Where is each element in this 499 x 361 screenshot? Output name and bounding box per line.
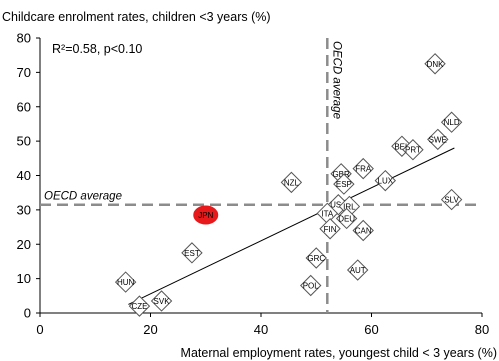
point-label: NLD: [444, 118, 460, 127]
y-tick-label: 40: [17, 168, 31, 183]
x-axis-title: Maternal employment rates, youngest chil…: [181, 346, 497, 360]
point-label: LUX: [378, 177, 394, 186]
y-tick-label: 60: [17, 99, 31, 114]
data-point-grc: [305, 247, 327, 269]
point-label: BEL: [394, 142, 410, 151]
highlight-point-jpn: [193, 205, 219, 225]
point-label: AUT: [350, 266, 366, 275]
point-label: DEU: [338, 214, 355, 223]
point-label: IRL: [343, 202, 356, 211]
data-point-deu: [335, 207, 358, 230]
y-axis-title: Childcare enrolment rates, children <3 y…: [2, 10, 271, 24]
data-point-svk: [150, 290, 173, 312]
data-point-lux: [374, 169, 397, 192]
point-label: FIN: [324, 225, 337, 234]
y-tick-label: 50: [17, 134, 31, 149]
point-label: CAN: [355, 227, 372, 236]
point-label: HUN: [117, 278, 135, 287]
data-point-est: [181, 242, 203, 264]
point-label: DNK: [427, 60, 445, 69]
data-point-pol: [300, 274, 322, 297]
point-label: ESP: [336, 180, 352, 189]
point-label: SVK: [154, 297, 171, 306]
oecd-average-vertical-label: OECD average: [330, 41, 342, 119]
data-point-slv: [440, 188, 463, 211]
fit-annotation: R²=0.58, p<0.10: [52, 42, 142, 56]
data-point-aut: [346, 259, 369, 281]
point-label: GBR: [332, 170, 350, 179]
data-point-can: [352, 219, 374, 242]
data-point-cze: [128, 295, 151, 317]
data-point-prt: [402, 139, 424, 161]
x-tick-label: 80: [475, 322, 489, 337]
x-tick-label: 40: [254, 322, 268, 337]
point-label: SWE: [429, 135, 447, 144]
oecd-average-horizontal-label: OECD average: [44, 191, 122, 203]
data-point-swe: [427, 128, 449, 151]
point-label: FRA: [355, 165, 372, 174]
point-label: GRC: [307, 254, 325, 263]
y-tick-label: 70: [17, 65, 31, 80]
y-tick-label: 0: [24, 306, 31, 321]
plot-area: 0 10 20 30 40 50 60 70 80 0 20 40 60 80 OECD average OE…: [17, 31, 490, 338]
point-label: PRT: [405, 146, 421, 155]
point-label: USA: [330, 201, 347, 210]
data-point-fin: [319, 218, 341, 240]
point-label: NZL: [284, 178, 300, 187]
point-label: SLV: [444, 196, 459, 205]
data-point-nzl: [280, 171, 303, 194]
point-label: JPN: [198, 211, 213, 220]
point-label: POL: [303, 282, 320, 291]
x-tick-label: 20: [143, 322, 157, 337]
y-tick-label: 10: [17, 271, 31, 286]
x-tick-label: 60: [364, 322, 378, 337]
y-tick-label: 30: [17, 202, 31, 217]
data-point-dnk: [424, 53, 446, 75]
point-label: EST: [184, 249, 200, 258]
point-label: ITA: [321, 209, 334, 218]
data-point-hun: [114, 271, 137, 293]
trend-line: [128, 147, 455, 305]
data-point-nld: [440, 111, 463, 133]
point-label: CZE: [131, 302, 147, 311]
y-tick-label: 20: [17, 237, 31, 252]
data-point-fra: [352, 157, 374, 180]
data-point-esp: [333, 173, 355, 195]
x-tick-label: 0: [36, 322, 43, 337]
y-tick-label: 80: [17, 31, 31, 46]
